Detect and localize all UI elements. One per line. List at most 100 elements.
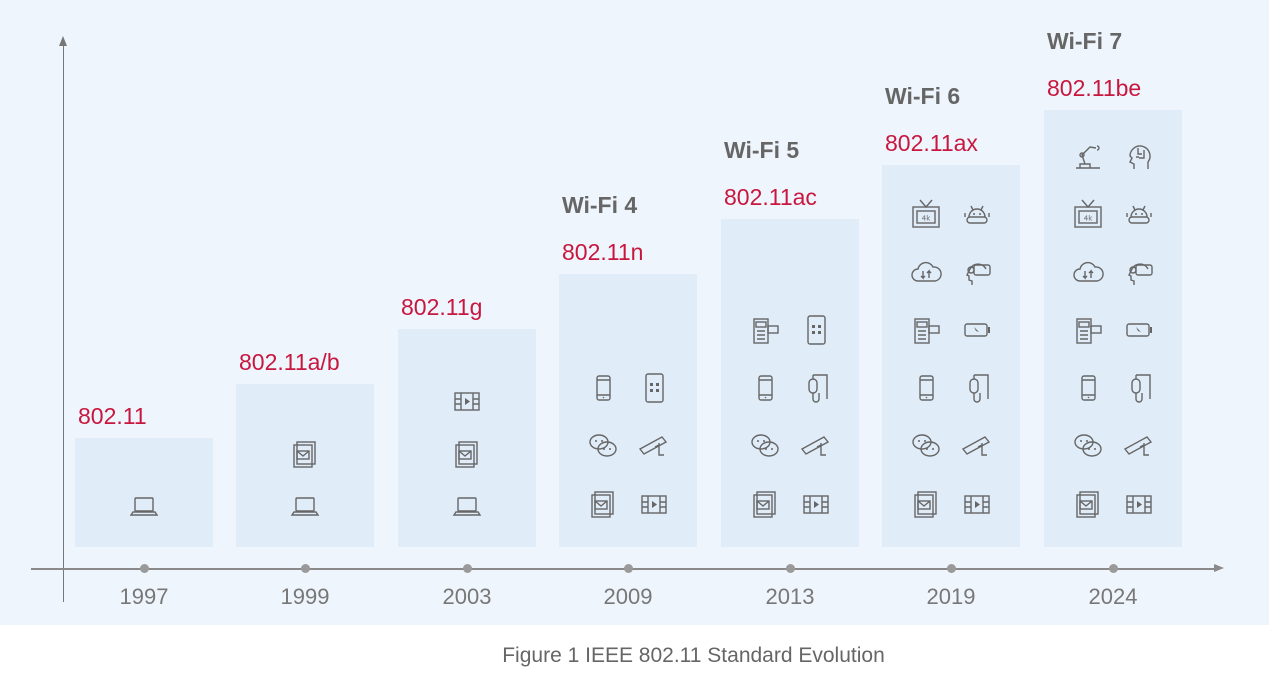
cloud-sync-icon: [910, 261, 942, 282]
mail-icon: [293, 440, 316, 468]
icon-row: [882, 359, 1020, 417]
standard-label: 802.11a/b: [239, 349, 340, 375]
wifi-generation-label: Wi-Fi 7: [1047, 28, 1123, 54]
mail-icon: [1075, 491, 1099, 518]
device-box: 4k: [882, 165, 1020, 547]
battery-icon: [1125, 323, 1152, 337]
video-icon: [1125, 495, 1152, 514]
icon-row: [882, 417, 1020, 475]
battery-icon: [963, 323, 990, 337]
standard-label: 802.11n: [562, 239, 644, 265]
iv-drip-icon: [807, 374, 828, 403]
icon-row: [1044, 301, 1182, 359]
svg-text:4k: 4k: [921, 215, 930, 223]
device-box: [721, 219, 859, 547]
icon-row: [882, 301, 1020, 359]
iv-drip-icon: [968, 374, 989, 403]
tv-4k-icon: 4k: [911, 199, 940, 228]
laptop-icon: [452, 496, 482, 516]
icon-row: [721, 359, 859, 417]
column-1997: 802.11: [75, 0, 213, 547]
wifi-generation-label: Wi-Fi 6: [885, 83, 961, 109]
icon-row: [398, 427, 536, 480]
camera-icon: [961, 436, 990, 456]
column-1999: 802.11a/b: [236, 0, 374, 547]
video-icon: [963, 495, 990, 514]
timeline-dot: [623, 564, 633, 573]
icon-row: [721, 417, 859, 475]
icon-row: [882, 243, 1020, 301]
standard-label: 802.11: [78, 403, 147, 429]
ai-head-icon: [1128, 145, 1151, 169]
icon-row: [721, 475, 859, 533]
year-label: 1997: [119, 584, 169, 609]
robot-icon: [963, 205, 990, 224]
column-2013: 802.11ac Wi-Fi 5: [721, 0, 859, 547]
laptop-icon: [129, 496, 159, 516]
year-label: 2013: [765, 584, 815, 609]
pos-icon: [1075, 318, 1102, 344]
chat-icon: [750, 434, 779, 457]
icon-row: [559, 417, 697, 475]
tablet-icon: [644, 373, 664, 403]
icon-row: [398, 374, 536, 427]
camera-icon: [638, 436, 667, 456]
column-2009: 802.11n Wi-Fi 4: [559, 0, 697, 547]
icon-row: [75, 480, 213, 533]
timeline-axis-arrow: [1214, 564, 1224, 572]
pos-icon: [752, 318, 779, 344]
icon-row: [1044, 359, 1182, 417]
icon-row: [1044, 127, 1182, 185]
timeline-dot: [946, 564, 956, 573]
phone-icon: [1080, 375, 1096, 401]
year-label: 2024: [1088, 584, 1138, 609]
robot-icon: [1125, 205, 1152, 224]
diagram-panel: 802.11 1997 802.11a/b 1999 802.11g 2003 802.11…: [0, 0, 1269, 625]
phone-icon: [757, 375, 773, 401]
timeline-dot: [1108, 564, 1118, 573]
wifi-generation-label: Wi-Fi 5: [724, 137, 800, 163]
column-2003: 802.11g: [398, 0, 536, 547]
column-2019: 4k 802.11ax Wi-Fi 6: [882, 0, 1020, 547]
icon-row: [236, 427, 374, 480]
vertical-axis-arrow: [59, 36, 67, 46]
camera-icon: [1123, 436, 1152, 456]
standard-label: 802.11be: [1047, 75, 1142, 101]
icon-row: 4k: [882, 185, 1020, 243]
wifi-generation-label: Wi-Fi 4: [562, 192, 638, 218]
vr-headset-icon: [1127, 263, 1153, 285]
mail-icon: [590, 491, 614, 518]
icon-row: [1044, 243, 1182, 301]
iv-drip-icon: [1130, 374, 1151, 403]
camera-icon: [800, 436, 829, 456]
standard-label: 802.11g: [401, 294, 483, 320]
cloud-sync-icon: [1072, 261, 1104, 282]
standard-label: 802.11ac: [724, 184, 817, 210]
phone-icon: [595, 375, 611, 401]
icon-row: [1044, 417, 1182, 475]
mail-icon: [913, 491, 937, 518]
video-icon: [454, 391, 480, 411]
icon-row: [882, 475, 1020, 533]
robot-arm-icon: [1075, 145, 1100, 169]
icon-row: 4k: [1044, 185, 1182, 243]
figure-caption: Figure 1 IEEE 802.11 Standard Evolution: [502, 644, 885, 667]
icon-row: [236, 480, 374, 533]
year-label: 1999: [280, 584, 330, 609]
tv-4k-icon: 4k: [1073, 199, 1102, 228]
year-label: 2019: [926, 584, 976, 609]
timeline-dot: [785, 564, 795, 573]
timeline-dot: [300, 564, 310, 573]
chat-icon: [911, 434, 940, 457]
device-box: [75, 438, 213, 547]
video-icon: [640, 495, 667, 514]
mail-icon: [752, 491, 776, 518]
icon-row: [721, 301, 859, 359]
year-label: 2003: [442, 584, 492, 609]
timeline-dot: [139, 564, 149, 573]
icon-row: [559, 475, 697, 533]
pos-icon: [913, 318, 940, 344]
vr-headset-icon: [965, 263, 991, 285]
device-box: [559, 274, 697, 547]
chat-icon: [1073, 434, 1102, 457]
